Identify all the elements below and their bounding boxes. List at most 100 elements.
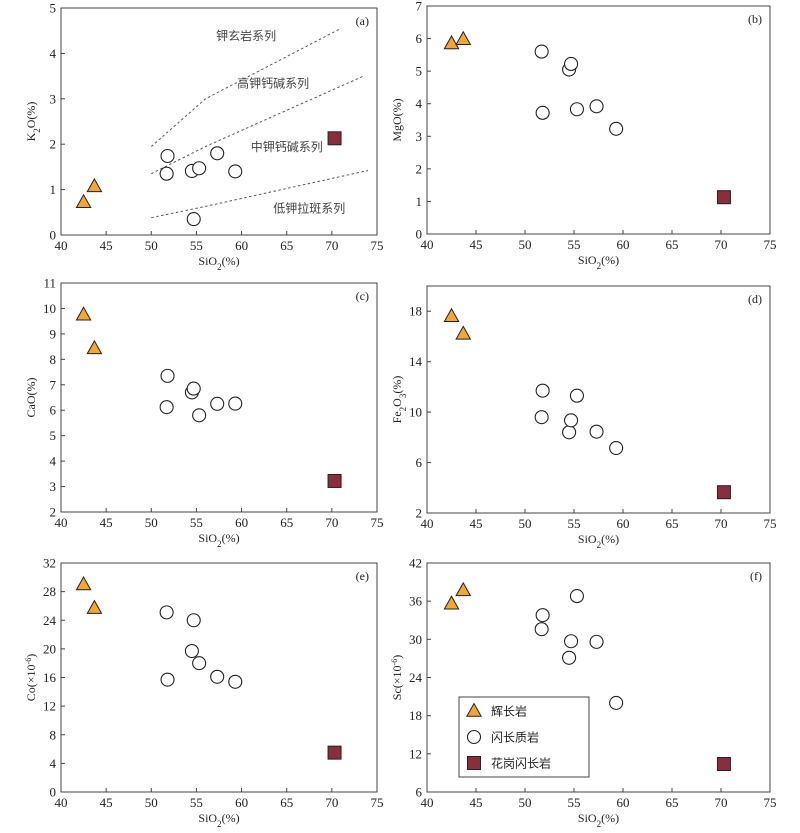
gabbro-point [455, 581, 472, 597]
series-boundary-line [150, 27, 342, 147]
x-tick-label: 60 [617, 237, 630, 252]
diorite-point [159, 400, 174, 415]
y-tick-label: 4 [50, 454, 57, 469]
diorite-point [228, 674, 243, 689]
gabbro-point [75, 306, 92, 321]
x-tick-label: 60 [235, 238, 248, 253]
x-tick-label: 40 [421, 237, 434, 252]
x-axis-label: SiO2(%) [578, 532, 619, 550]
zone-label: 钾玄岩系列 [216, 28, 276, 43]
diorite-point [210, 146, 225, 161]
x-tick-label: 55 [568, 237, 581, 252]
x-tick-label: 50 [519, 516, 532, 531]
granodiorite-point [716, 485, 731, 500]
chart-panel-d: 40 45 50 55 60 65 70 75 2 6 10 14 18 SiO2(%) Fe2O3(%) (… [390, 285, 777, 550]
gabbro-point [443, 34, 460, 50]
x-tick-label: 70 [715, 516, 728, 531]
x-tick-label: 70 [325, 795, 338, 810]
x-tick-label: 45 [470, 237, 483, 252]
x-tick-label: 70 [715, 795, 728, 810]
granodiorite-point [716, 190, 731, 205]
zone-label: 高钾钙碱系列 [237, 75, 309, 90]
x-tick-label: 50 [519, 237, 532, 252]
diorite-point [535, 383, 550, 398]
x-tick-label: 50 [519, 795, 532, 810]
diorite-point [210, 669, 225, 684]
y-tick-label: 2 [416, 161, 423, 176]
legend-label: 花岗闪长岩 [491, 756, 551, 771]
gabbro-point [75, 193, 92, 209]
diorite-point [192, 408, 207, 423]
y-tick-label: 20 [43, 641, 56, 656]
series-boundary-line [151, 170, 369, 219]
y-axis-label: Co(×10-6) [24, 654, 39, 701]
x-tick-label: 75 [371, 795, 384, 810]
y-tick-label: 8 [50, 352, 57, 367]
panel-tag: (a) [356, 14, 369, 28]
x-tick-label: 45 [100, 795, 113, 810]
y-tick-label: 2 [50, 505, 57, 520]
diorite-point [228, 164, 243, 179]
granodiorite-point [327, 473, 342, 488]
x-tick-label: 60 [235, 795, 248, 810]
gabbro-point [86, 177, 103, 193]
y-axis-label: Sc(×10-6) [390, 655, 405, 700]
y-tick-label: 2 [50, 137, 57, 152]
x-tick-label: 75 [371, 238, 384, 253]
panel-tag: (b) [748, 12, 762, 26]
x-tick-label: 45 [470, 516, 483, 531]
x-tick-label: 60 [617, 516, 630, 531]
gabbro-point [86, 339, 103, 355]
y-tick-label: 10 [43, 301, 56, 316]
gabbro-point [443, 595, 460, 610]
y-tick-label: 14 [409, 354, 423, 369]
diorite-point [534, 44, 549, 59]
x-axis-label: SiO2(%) [198, 811, 239, 829]
diorite-point [160, 148, 175, 164]
y-tick-label: 0 [50, 228, 57, 243]
diorite-point [186, 381, 201, 396]
y-tick-label: 12 [409, 746, 422, 761]
x-tick-label: 45 [100, 515, 113, 530]
diorite-point [562, 425, 577, 440]
diorite-point [535, 105, 550, 120]
chart-panel-a: 40 45 50 55 60 65 70 75012345SiO2(%)K2O(%)(a)钾玄… [24, 1, 384, 273]
legend-granodiorite-marker [467, 756, 481, 770]
legend-label: 辉长岩 [491, 704, 527, 719]
x-tick-label: 75 [371, 515, 384, 530]
x-tick-label: 65 [666, 516, 679, 531]
y-axis-label: Fe2O3(%) [390, 376, 408, 424]
x-tick-label: 40 [55, 795, 68, 810]
x-axis-label: SiO2(%) [578, 811, 619, 829]
x-tick-label: 55 [190, 795, 203, 810]
y-tick-label: 32 [43, 556, 56, 571]
x-tick-label: 55 [190, 238, 203, 253]
x-tick-label: 55 [190, 515, 203, 530]
chart-panel-c: 40 45 50 55 60 65 70 75234567891011SiO2(%)CaO(%… [24, 276, 384, 550]
x-axis-label: SiO2(%) [198, 531, 239, 549]
x-tick-label: 60 [617, 795, 630, 810]
x-tick-label: 55 [568, 516, 581, 531]
plot-frame [426, 5, 771, 235]
diorite-point [564, 56, 579, 72]
panel-tag: (e) [356, 569, 369, 583]
y-tick-label: 30 [409, 632, 422, 647]
granodiorite-point [327, 745, 342, 760]
diorite-point [569, 388, 584, 403]
y-tick-label: 8 [50, 727, 57, 742]
x-axis-label: SiO2(%) [578, 253, 619, 271]
x-tick-label: 45 [470, 795, 483, 810]
y-tick-label: 2 [416, 506, 423, 521]
diorite-point [159, 166, 174, 181]
diorite-point [228, 396, 243, 411]
x-tick-label: 75 [764, 795, 777, 810]
panel-tag: (d) [748, 292, 762, 306]
x-tick-label: 70 [715, 237, 728, 252]
y-tick-label: 5 [50, 1, 57, 16]
gabbro-point [86, 599, 103, 614]
x-tick-label: 75 [764, 237, 777, 252]
y-tick-label: 4 [50, 756, 57, 771]
